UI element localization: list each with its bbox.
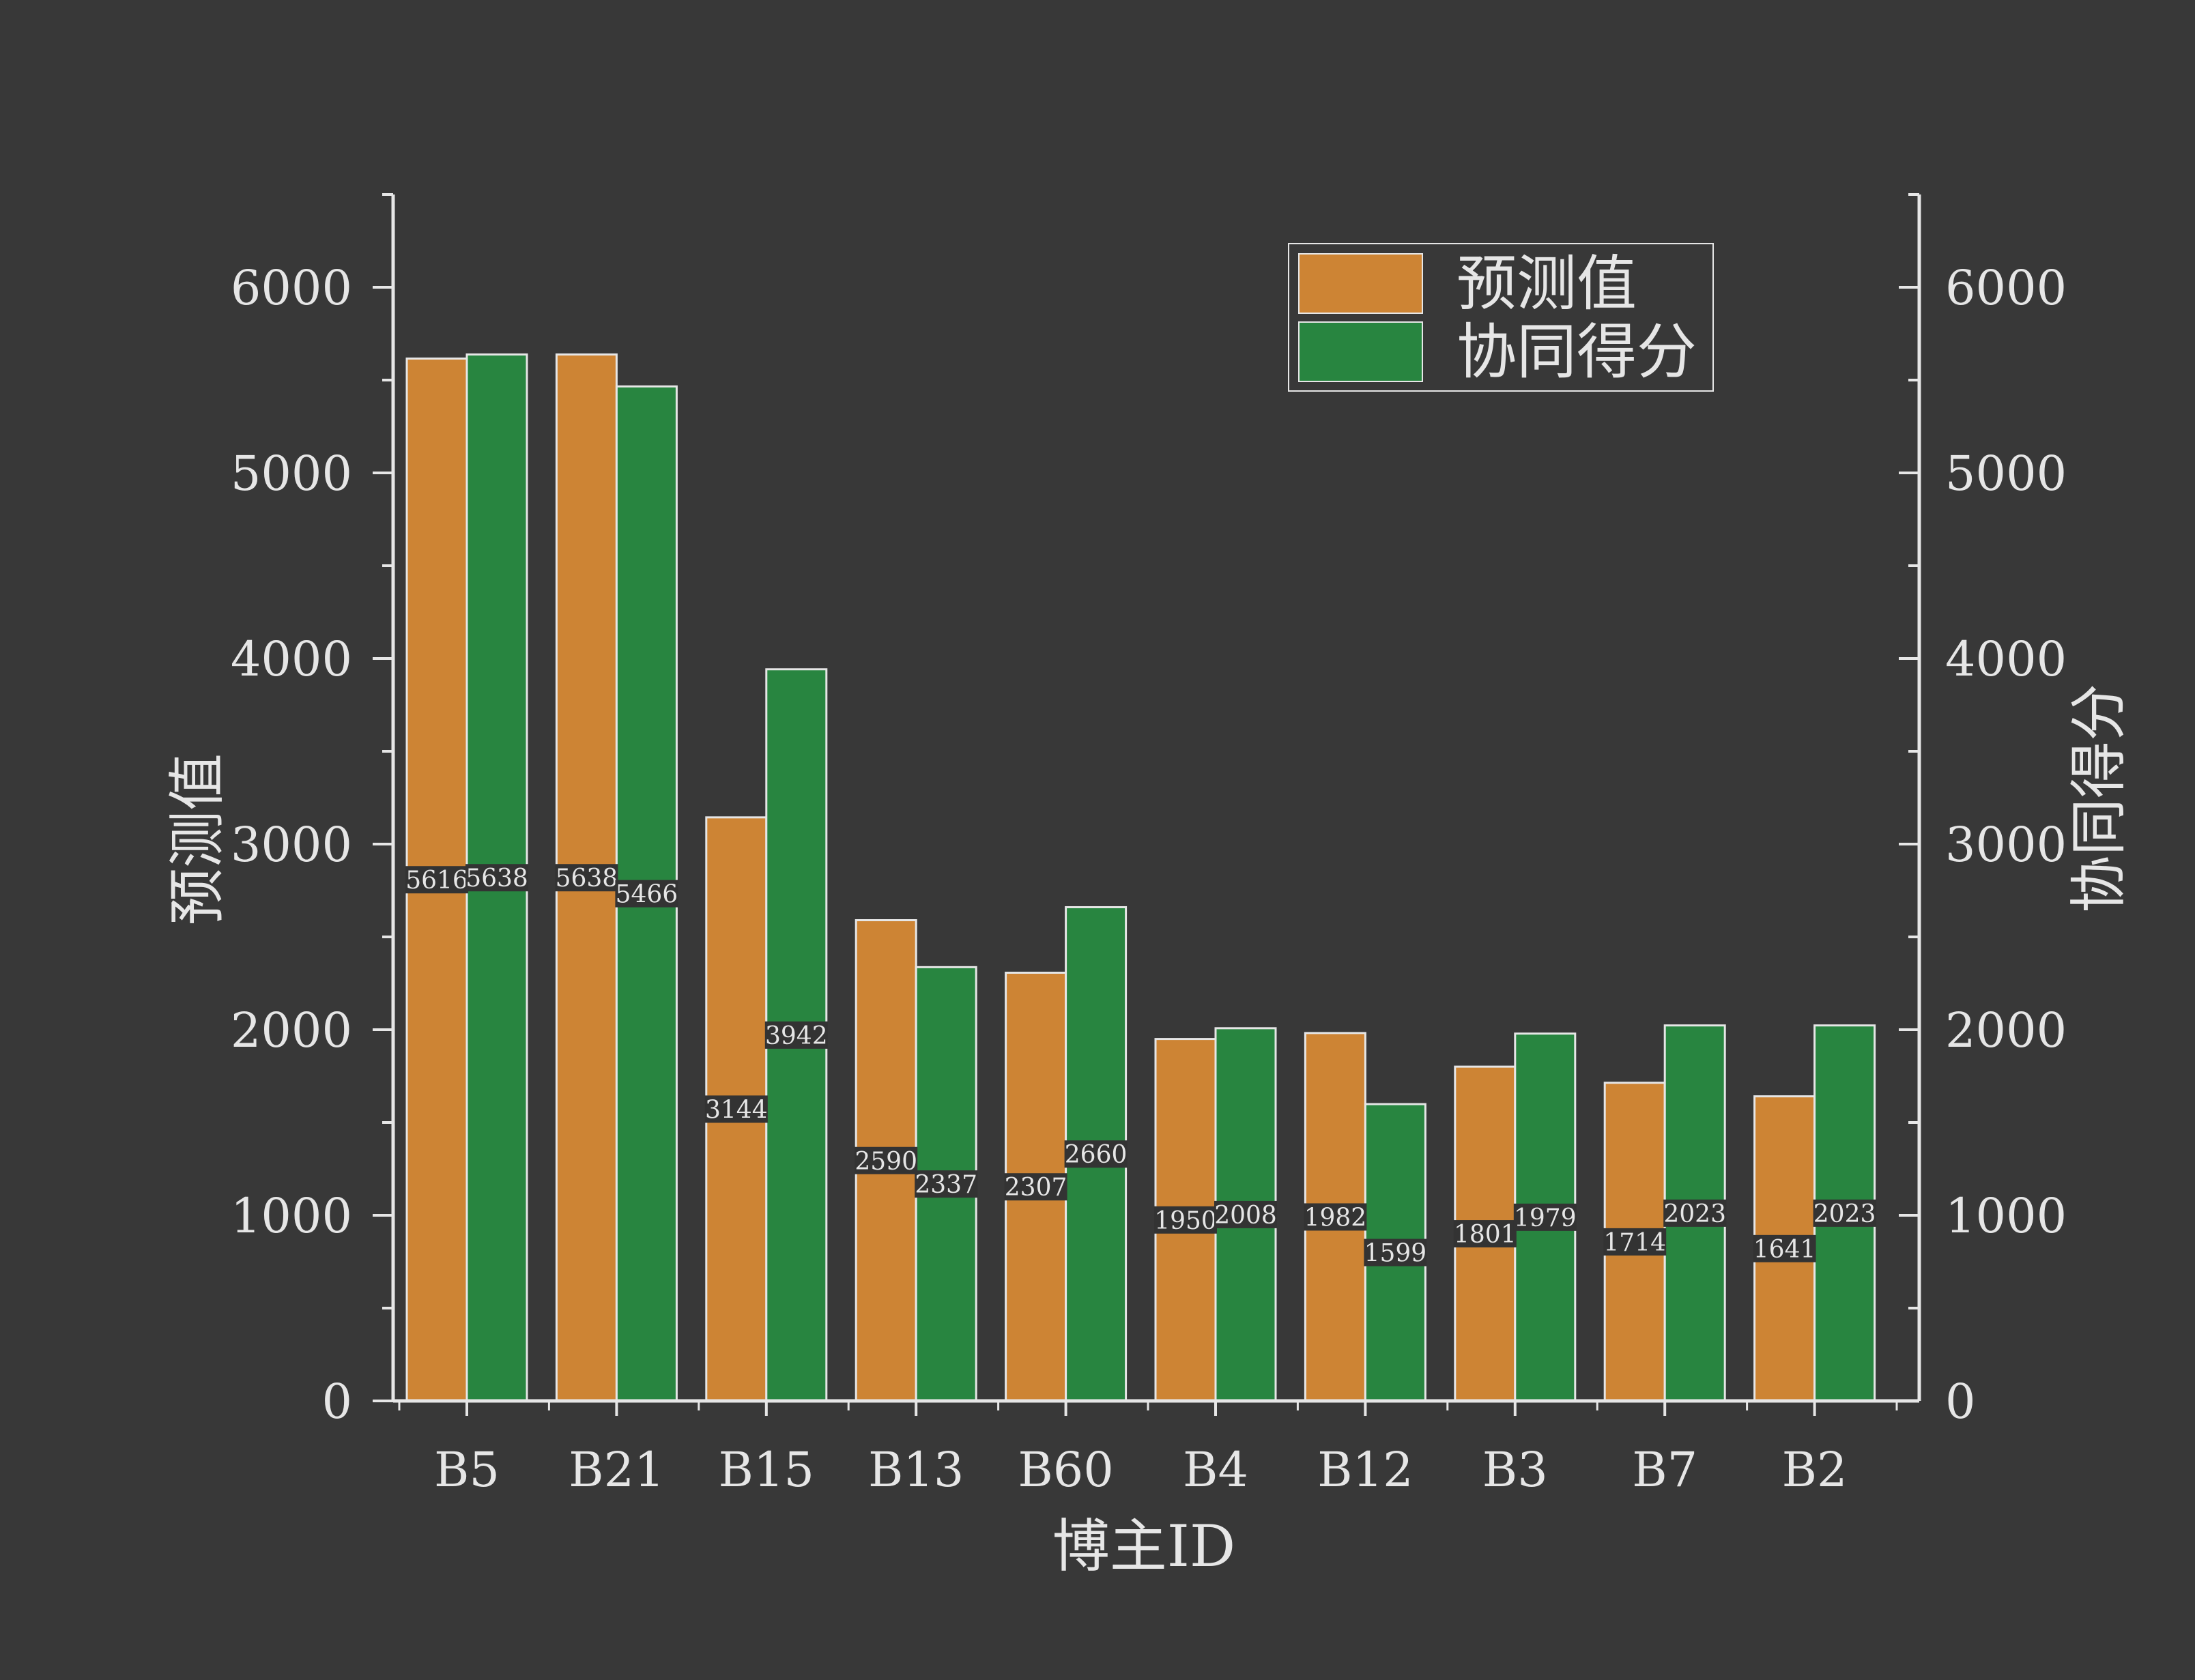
bar-value-label: 3144	[705, 1096, 768, 1124]
y-axis-title-left: 预测值	[164, 753, 231, 925]
bar-value-label: 3942	[765, 1022, 828, 1050]
bar-value-label-box	[1154, 1206, 1217, 1234]
x-axis-title: 博主ID	[1052, 1513, 1236, 1580]
bar-value-label-box	[405, 866, 468, 894]
bar-value-label-box	[465, 864, 528, 892]
x-tick-label-b5: B5	[434, 1442, 500, 1498]
bar-value-label: 1950	[1154, 1207, 1217, 1235]
bar-value-label-box	[764, 1021, 828, 1049]
x-tick-label-b4: B4	[1183, 1442, 1248, 1498]
x-tick-label-b60: B60	[1018, 1442, 1114, 1498]
y-tick-label-right: 6000	[1945, 260, 2067, 316]
y-tick-label-right: 3000	[1945, 817, 2067, 873]
x-tick-label-b7: B7	[1632, 1442, 1697, 1498]
y-tick-label-left: 0	[321, 1374, 352, 1430]
bar-value-label-box	[1004, 1173, 1067, 1201]
x-tick-label-b2: B2	[1782, 1442, 1848, 1498]
y-tick-label-right: 5000	[1945, 446, 2067, 502]
y-tick-label-left: 4000	[231, 631, 352, 687]
axes-layer: 0 0 1000 1000 2000 2000 3000 3000 4000 4000 5000 50…	[231, 193, 2067, 1498]
legend-frame	[1288, 243, 1714, 392]
bar-value-label-box	[1663, 1199, 1727, 1227]
x-tick-label-b13: B13	[868, 1442, 964, 1498]
x-tick-label-b15: B15	[719, 1442, 815, 1498]
bar-value-label: 1641	[1753, 1236, 1816, 1264]
bar-value-label-box	[1304, 1203, 1367, 1231]
legend: 预测值 协同得分	[1288, 243, 1714, 392]
y-tick-label-left: 5000	[231, 446, 352, 502]
bar-value-label-box	[615, 880, 678, 908]
bar-value-label-box	[915, 1170, 978, 1198]
y-tick-label-left: 3000	[231, 817, 352, 873]
bar-value-label: 1979	[1514, 1204, 1577, 1232]
bar-value-label-box	[1513, 1203, 1577, 1231]
x-tick-label-b3: B3	[1482, 1442, 1548, 1498]
bar-value-label: 1714	[1603, 1229, 1666, 1257]
legend-label-series-1: 预测值	[1457, 248, 1637, 319]
y-tick-label-right: 4000	[1945, 631, 2067, 687]
bar-value-label: 5638	[465, 865, 528, 893]
y-tick-label-left: 2000	[231, 1002, 352, 1058]
bar-value-label-box	[1603, 1228, 1667, 1256]
legend-swatch-series-2	[1298, 321, 1423, 382]
bar-value-label: 2307	[1005, 1174, 1067, 1202]
y-axis-title-right: 协同得分	[2065, 684, 2132, 913]
bar-value-label: 5466	[616, 881, 678, 909]
bar-value-label-box	[704, 1095, 768, 1123]
y-tick-label-left: 6000	[231, 260, 352, 316]
y-tick-label-right: 0	[1945, 1374, 1976, 1430]
bar-value-label-box	[1753, 1234, 1816, 1262]
legend-swatch-series-1	[1298, 253, 1423, 314]
bar-value-label: 2590	[855, 1148, 917, 1176]
bar-value-label: 2337	[915, 1171, 977, 1199]
bar-value-label: 5616	[405, 867, 468, 895]
bar-value-label-box	[1214, 1200, 1277, 1228]
bar-value-label: 2660	[1065, 1141, 1128, 1169]
bar-value-label-box	[1364, 1239, 1427, 1266]
y-tick-label-right: 2000	[1945, 1002, 2067, 1058]
bar-value-label: 2023	[1813, 1200, 1876, 1228]
bar-value-label: 1982	[1304, 1204, 1367, 1232]
bar-value-label: 1599	[1364, 1240, 1427, 1268]
bar-value-label-box	[855, 1146, 918, 1174]
bar-value-label: 1801	[1454, 1221, 1517, 1249]
y-tick-label-right: 1000	[1945, 1188, 2067, 1244]
bar-value-label-box	[1064, 1140, 1128, 1168]
y-tick-label-left: 1000	[231, 1188, 352, 1244]
bar-value-label: 2008	[1214, 1202, 1277, 1230]
bar-value-label-box	[1813, 1199, 1876, 1227]
bar-value-label-box	[555, 864, 618, 892]
legend-label-series-2: 协同得分	[1457, 317, 1697, 387]
x-tick-label-b21: B21	[569, 1442, 665, 1498]
x-tick-label-b12: B12	[1317, 1442, 1414, 1498]
bar-value-label: 2023	[1663, 1200, 1726, 1228]
bar-value-label-box	[1453, 1220, 1517, 1248]
bar-value-label: 5638	[556, 865, 618, 893]
